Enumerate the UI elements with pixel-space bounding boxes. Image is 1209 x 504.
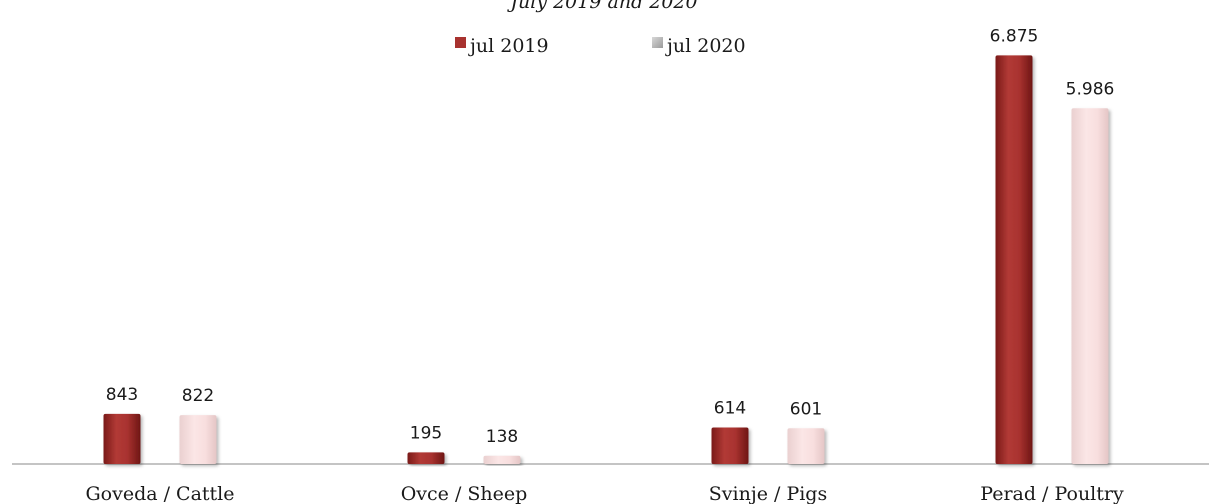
legend: jul 2019 jul 2020 (455, 35, 746, 57)
bars-group (103, 55, 1109, 465)
bar-svinje-pigs-jul-2019 (711, 427, 749, 464)
legend-label-2019: jul 2019 (468, 35, 549, 57)
bar-goveda-cattle-jul-2019 (103, 413, 141, 464)
value-label-perad-poultry-jul-2020: 5.986 (1066, 79, 1115, 99)
value-label-ovce-sheep-jul-2020: 138 (486, 427, 518, 447)
legend-label-2020: jul 2020 (665, 35, 746, 57)
value-label-svinje-pigs-jul-2020: 601 (790, 399, 822, 419)
category-label-svinje-pigs: Svinje / Pigs (709, 483, 827, 504)
value-label-goveda-cattle-jul-2020: 822 (182, 386, 214, 406)
legend-swatch-2020 (652, 37, 663, 48)
bar-perad-poultry-jul-2019 (995, 55, 1033, 465)
bar-perad-poultry-jul-2020 (1071, 108, 1109, 465)
value-label-ovce-sheep-jul-2019: 195 (410, 423, 442, 443)
bar-svinje-pigs-jul-2020 (787, 428, 825, 464)
bar-ovce-sheep-jul-2019 (407, 452, 445, 464)
category-labels-group: Goveda / Cattle Ovce / Sheep Svinje / Pigs… (85, 483, 1124, 504)
value-labels-group: 843 822 195 138 614 601 6.875 5.986 (106, 26, 1115, 446)
value-label-goveda-cattle-jul-2019: 843 (106, 385, 138, 405)
bar-ovce-sheep-jul-2020 (483, 455, 521, 464)
chart-subtitle: July 2019 and 2020 (506, 0, 697, 13)
legend-swatch-2019 (455, 37, 466, 48)
value-label-perad-poultry-jul-2019: 6.875 (990, 26, 1039, 46)
category-label-goveda-cattle: Goveda / Cattle (85, 483, 234, 504)
value-label-svinje-pigs-jul-2019: 614 (714, 399, 746, 419)
category-label-perad-poultry: Perad / Poultry (980, 483, 1124, 504)
category-label-ovce-sheep: Ovce / Sheep (401, 483, 528, 504)
bar-goveda-cattle-jul-2020 (179, 415, 217, 464)
